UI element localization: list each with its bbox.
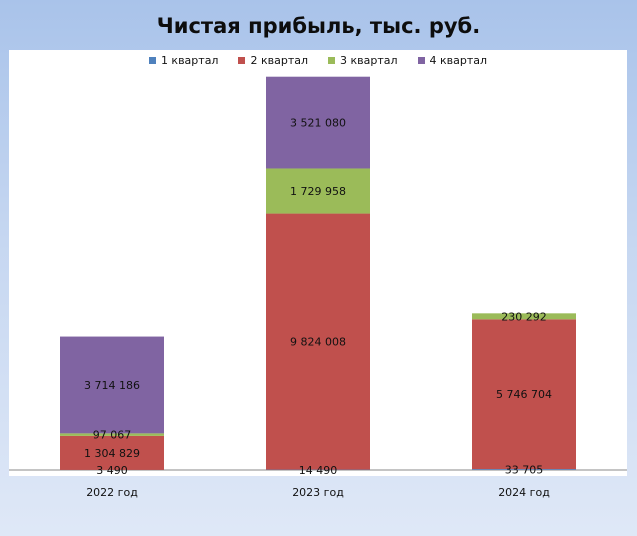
legend-item-q4: 4 квартал [417,53,488,67]
bar-q3-1 [60,433,164,436]
bar-q4-2 [266,76,370,169]
data-label-q2-2: 9 824 008 [290,336,346,349]
bar-q2-2 [266,213,370,470]
legend-swatch-q2 [238,56,246,64]
legend-item-q2: 2 квартал [238,54,308,67]
bar-q1-3 [472,469,576,470]
bar-q4-1 [60,336,164,434]
x-tick-label-1: 2022 год [86,486,138,499]
data-label-q1-1: 3 490 [96,464,128,477]
data-label-q1-3: 33 705 [505,464,544,477]
legend-label-q3: 3 квартал [340,53,398,67]
legend-swatch-q4 [417,56,425,64]
data-label-q1-2: 14 490 [299,464,338,477]
legend-swatch-q1 [148,56,156,64]
chart-title: Чистая прибыль, тыс. руб. [156,14,481,38]
data-label-q2-3: 5 746 704 [496,388,552,401]
data-label-q3-2: 1 729 958 [290,185,346,198]
data-label-q4-2: 3 521 080 [290,117,346,130]
x-tick-label-2: 2023 год [292,486,344,499]
bar-q2-1 [60,435,164,470]
data-label-q3-3: 230 292 [501,310,547,323]
stacked-bar-chart: 3 490 1 304 829 97 067 3 714 186 2022 год 14 … [9,76,627,499]
data-label-q3-1: 97 067 [93,429,132,442]
legend-label-q4: 4 квартал [429,53,488,67]
bar-q3-2 [266,168,370,214]
legend-label-q1: 1 квартал [160,53,219,67]
bar-q3-3 [472,313,576,320]
data-label-q4-1: 3 714 186 [84,379,140,392]
data-label-q2-1: 1 304 829 [84,447,140,460]
plot-area: 3 490 1 304 829 97 067 3 714 186 2022 год 14 … [9,50,627,499]
legend: 1 квартал 2 квартал 3 квартал 4 квартал [9,50,627,70]
bar-q2-3 [472,319,576,470]
legend-item-q3: 3 квартал [328,54,398,67]
legend-item-q1: 1 квартал [148,53,219,67]
legend-swatch-q3 [328,56,335,64]
x-tick-label-3: 2024 год [498,486,550,499]
legend-label-q2: 2 квартал [250,53,308,67]
